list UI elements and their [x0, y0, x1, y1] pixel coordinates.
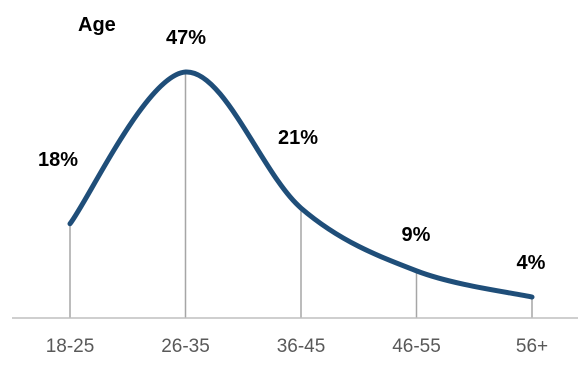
data-label-26-35: 47% [166, 27, 206, 49]
x-tick-label-18-25: 18-25 [46, 336, 95, 357]
x-tick-label-56+: 56+ [516, 336, 548, 357]
series-line-age [67, 69, 535, 300]
x-tick-label-26-35: 26-35 [161, 336, 210, 357]
x-tick-label-46-55: 46-55 [392, 336, 441, 357]
data-label-46-55: 9% [402, 224, 431, 246]
x-tick-labels: 18-25 26-35 36-45 46-55 56+ [46, 336, 548, 357]
data-label-18-25: 18% [38, 149, 78, 171]
data-labels: 18% 47% 21% 9% 4% [38, 27, 546, 274]
data-label-36-45: 21% [278, 127, 318, 149]
x-tick-label-36-45: 36-45 [277, 336, 326, 357]
chart-title: Age [78, 14, 116, 36]
drop-lines [69, 72, 533, 318]
data-label-56+: 4% [517, 252, 546, 274]
